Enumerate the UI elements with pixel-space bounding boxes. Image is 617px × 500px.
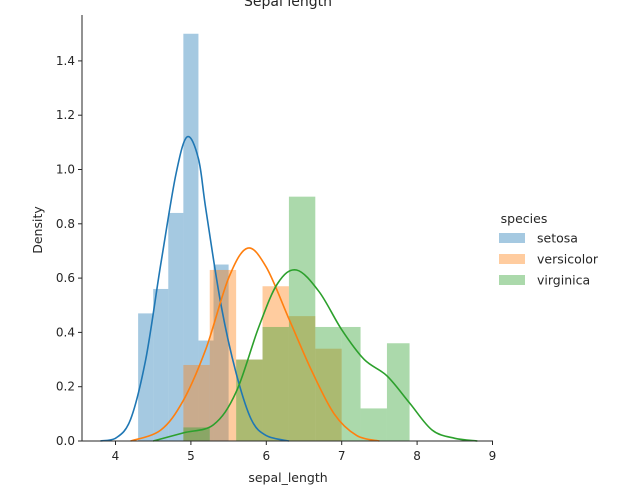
kde-line-virginica: [152, 268, 478, 442]
y-tick-label: 0.8: [56, 217, 75, 231]
legend: species setosa versicolor virginica: [499, 211, 599, 288]
legend-swatch-setosa: [499, 233, 525, 243]
y-tick-label: 0.6: [56, 271, 75, 285]
bar-virginica: [386, 343, 410, 441]
kde-curves: [100, 135, 478, 442]
kde-line-versicolor: [130, 247, 380, 442]
legend-title: species: [501, 211, 548, 226]
bar-virginica: [183, 427, 210, 441]
x-ticks: 4 5 6 7 8 9: [112, 441, 497, 463]
x-tick-label: 5: [187, 449, 195, 463]
bar-versicolor: [288, 316, 316, 441]
y-tick-label: 1.4: [56, 54, 75, 68]
y-tick-label: 0.4: [56, 325, 75, 339]
x-tick-label: 9: [489, 449, 497, 463]
legend-label-setosa: setosa: [537, 231, 578, 246]
bar-setosa: [213, 264, 229, 441]
legend-label-virginica: virginica: [537, 273, 590, 288]
bar-virginica: [288, 196, 316, 441]
bar-virginica: [360, 408, 387, 441]
legend-entries: setosa versicolor virginica: [499, 231, 599, 288]
histogram-bars: [138, 33, 410, 441]
y-axis-label: Density: [30, 206, 45, 254]
x-tick-label: 4: [112, 449, 120, 463]
x-axis-label: sepal_length: [248, 470, 327, 485]
bar-setosa: [138, 313, 154, 441]
legend-swatch-versicolor: [499, 254, 525, 264]
y-tick-label: 0.0: [56, 434, 75, 448]
legend-label-versicolor: versicolor: [537, 252, 599, 267]
y-ticks: 0.0 0.2 0.4 0.6 0.8 1.0 1.2 1.4: [56, 54, 82, 448]
bar-setosa: [183, 33, 199, 441]
bar-virginica: [236, 359, 263, 441]
bar-virginica: [341, 326, 361, 441]
bar-virginica: [315, 326, 342, 441]
bar-versicolor: [236, 359, 263, 441]
kde-line-setosa: [100, 135, 290, 442]
y-tick-label: 1.0: [56, 163, 75, 177]
bar-versicolor: [262, 286, 289, 441]
y-tick-label: 1.2: [56, 108, 75, 122]
legend-swatch-virginica: [499, 275, 525, 285]
bar-virginica: [262, 326, 289, 441]
chart-title: Sepal length: [244, 0, 332, 10]
x-tick-label: 6: [262, 449, 270, 463]
y-tick-label: 0.2: [56, 380, 75, 394]
bar-setosa: [153, 288, 169, 441]
bar-versicolor: [315, 348, 342, 441]
bar-setosa: [168, 212, 184, 441]
x-tick-label: 8: [413, 449, 421, 463]
x-tick-label: 7: [338, 449, 346, 463]
bar-setosa: [198, 340, 214, 441]
